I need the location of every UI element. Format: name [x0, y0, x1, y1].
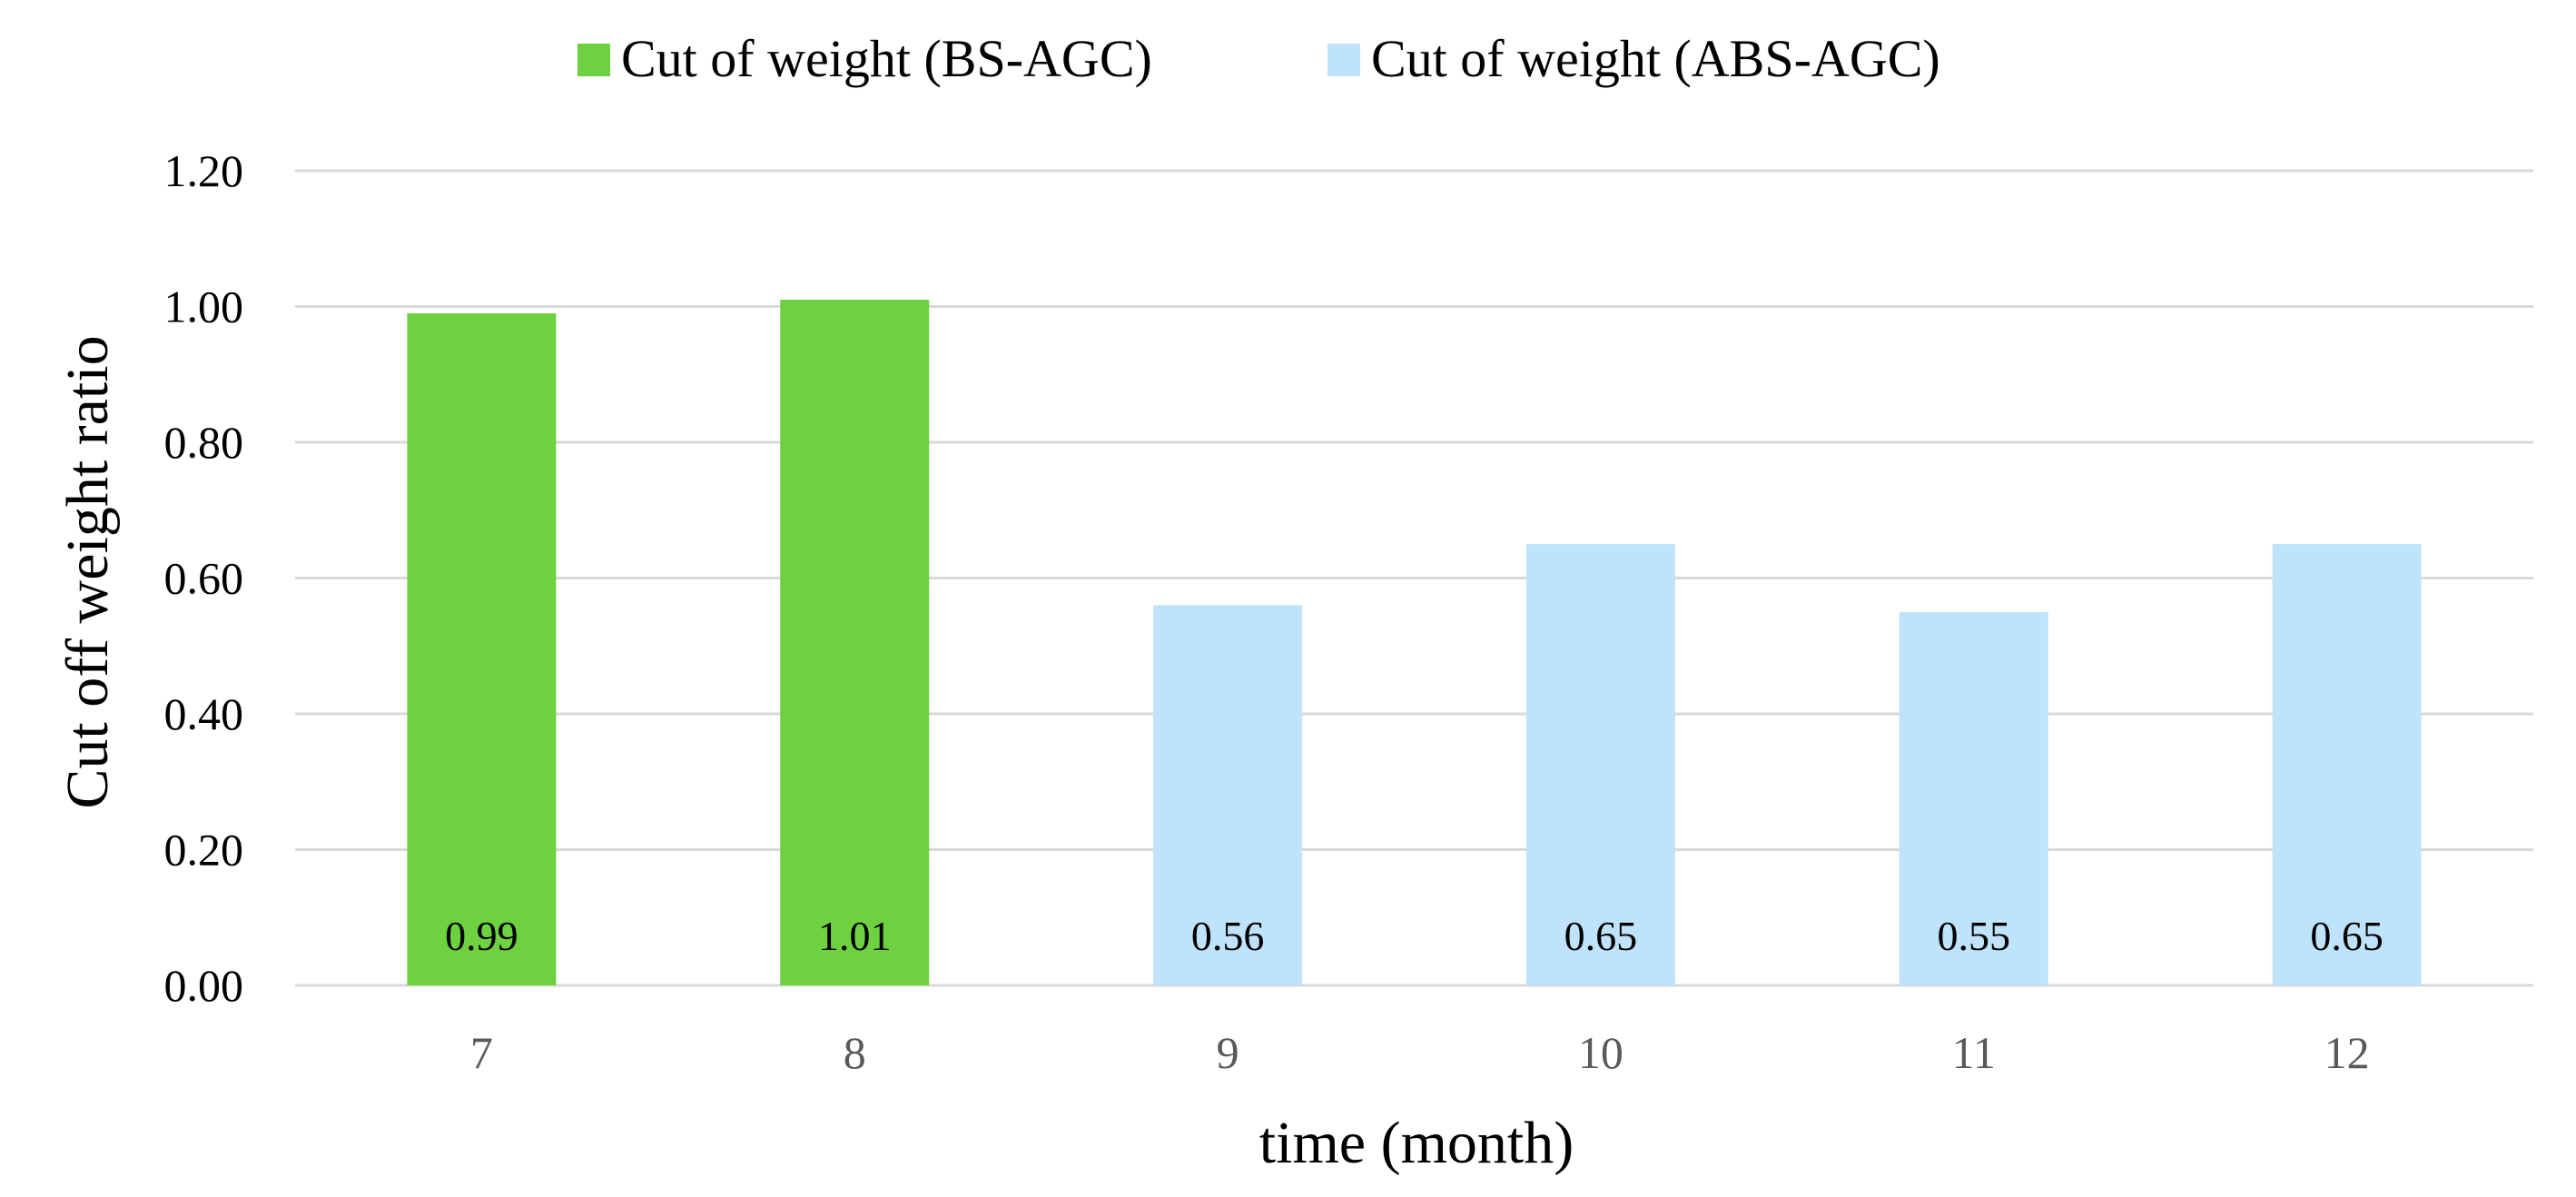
legend-label-abs-agc: Cut of weight (ABS-AGC): [1371, 29, 1940, 88]
data-label-9: 0.56: [1191, 913, 1265, 959]
x-tick-label-11: 11: [1952, 1027, 1996, 1078]
y-axis-ticks: 0.00 0.20 0.40 0.60 0.80 1.00 1.20: [164, 145, 244, 1011]
y-tick-label-5: 1.00: [164, 282, 244, 332]
y-tick-label-6: 1.20: [164, 145, 244, 196]
x-tick-label-8: 8: [844, 1027, 866, 1078]
data-label-8: 1.01: [818, 913, 892, 959]
legend-swatch-bs-agc: [577, 44, 610, 76]
y-tick-label-3: 0.60: [164, 553, 244, 604]
data-labels: 0.99 1.01 0.56 0.65 0.55 0.65: [445, 913, 2384, 959]
bar-abs-agc-11: [1899, 611, 2048, 985]
x-axis-ticks: 7 8 9 10 11 12: [470, 1027, 2370, 1078]
y-axis-title: Cut off weight ratio: [54, 335, 121, 808]
bar-abs-agc-9: [1153, 605, 1303, 985]
data-label-12: 0.65: [2310, 913, 2384, 959]
x-tick-label-10: 10: [1578, 1027, 1624, 1078]
data-label-7: 0.99: [445, 913, 518, 959]
data-label-10: 0.65: [1564, 913, 1638, 959]
legend: Cut of weight (BS-AGC) Cut of weight (AB…: [577, 29, 1940, 88]
x-axis-title: time (month): [1259, 1110, 1574, 1176]
bar-bs-agc-7: [407, 312, 557, 986]
x-tick-label-9: 9: [1217, 1027, 1239, 1078]
x-tick-label-12: 12: [2324, 1027, 2370, 1078]
bar-abs-agc-10: [1525, 544, 1675, 985]
y-tick-label-4: 0.80: [164, 417, 244, 468]
bar-bs-agc-8: [780, 300, 930, 985]
gridlines: [295, 169, 2533, 987]
y-tick-label-1: 0.20: [164, 825, 244, 875]
bars: [407, 300, 2422, 986]
data-label-11: 0.55: [1938, 913, 2011, 959]
y-tick-label-0: 0.00: [164, 960, 244, 1011]
y-tick-label-2: 0.40: [164, 688, 244, 739]
bar-abs-agc-12: [2272, 544, 2422, 985]
legend-label-bs-agc: Cut of weight (BS-AGC): [621, 29, 1152, 88]
legend-swatch-abs-agc: [1327, 44, 1360, 76]
x-tick-label-7: 7: [470, 1027, 493, 1078]
